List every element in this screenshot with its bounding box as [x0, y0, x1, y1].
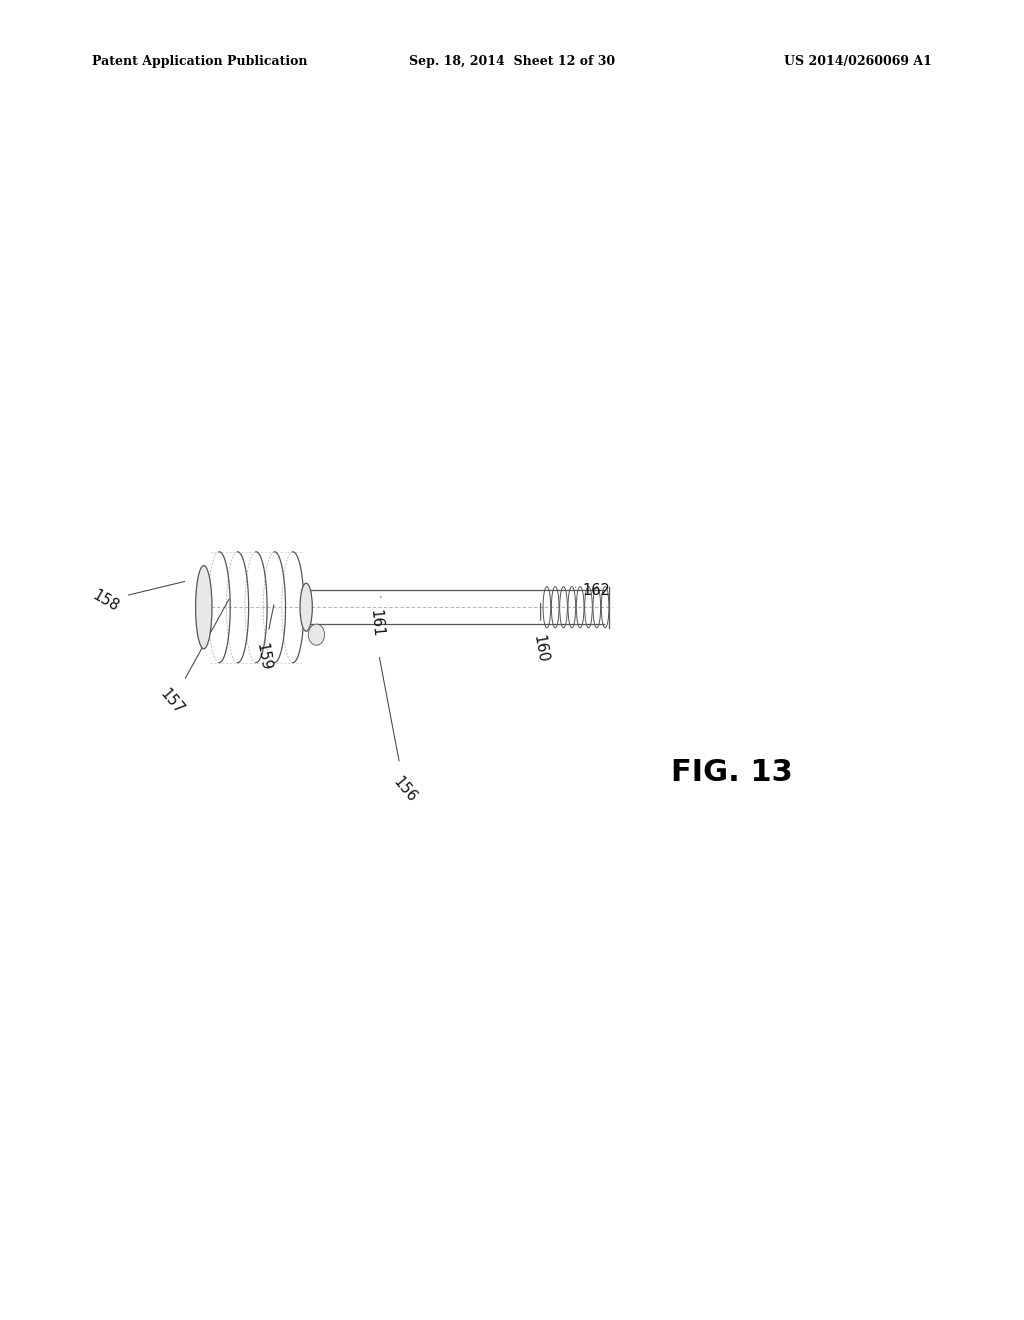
Text: 161: 161 [368, 609, 384, 638]
Text: Patent Application Publication: Patent Application Publication [92, 55, 307, 69]
Ellipse shape [300, 583, 312, 631]
Text: 162: 162 [582, 582, 610, 598]
Ellipse shape [308, 624, 325, 645]
Text: FIG. 13: FIG. 13 [671, 758, 793, 787]
Text: 160: 160 [530, 635, 551, 664]
Ellipse shape [196, 565, 212, 648]
Text: 156: 156 [390, 774, 419, 805]
Text: US 2014/0260069 A1: US 2014/0260069 A1 [784, 55, 932, 69]
Text: 159: 159 [253, 643, 273, 672]
Text: 157: 157 [158, 686, 186, 718]
Text: Sep. 18, 2014  Sheet 12 of 30: Sep. 18, 2014 Sheet 12 of 30 [409, 55, 615, 69]
Text: 158: 158 [90, 587, 121, 614]
